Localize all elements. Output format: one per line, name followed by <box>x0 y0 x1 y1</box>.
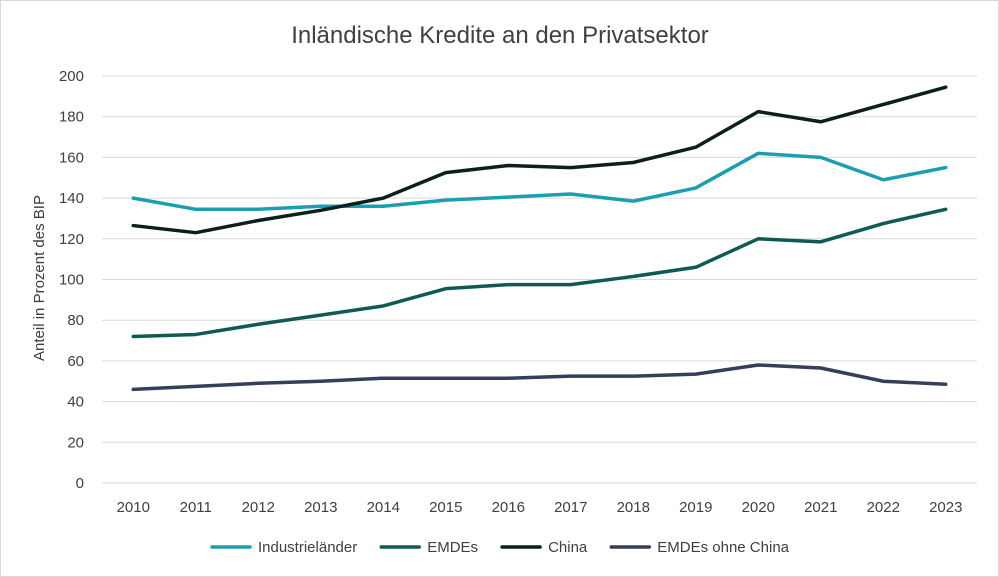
legend-label: EMDEs ohne China <box>657 539 789 556</box>
series-line-emdes-ohne-china <box>131 363 948 392</box>
y-tick-label: 180 <box>59 109 84 126</box>
y-tick-label: 60 <box>67 353 84 370</box>
x-tick-label: 2019 <box>679 499 712 516</box>
x-tick-label: 2020 <box>742 499 775 516</box>
legend-item: EMDEs ohne China <box>609 539 790 556</box>
series-line-china <box>131 85 948 235</box>
series-line-industrieländer <box>131 151 948 212</box>
y-tick-label: 140 <box>59 190 84 207</box>
legend-label: EMDEs <box>427 539 478 556</box>
legend-item: Industrieländer <box>210 539 357 556</box>
y-tick-label: 40 <box>67 394 84 411</box>
legend-item: China <box>500 539 588 556</box>
legend: Industrieländer EMDEs China EMDEs ohne Chin… <box>210 539 790 556</box>
x-tick-label: 2022 <box>867 499 900 516</box>
series-lines <box>131 85 948 392</box>
x-tick-label: 2015 <box>429 499 462 516</box>
x-tick-label: 2017 <box>554 499 587 516</box>
y-tick-label: 120 <box>59 231 84 248</box>
x-tick-label: 2018 <box>617 499 650 516</box>
x-tick-label: 2012 <box>242 499 275 516</box>
legend-item: EMDEs <box>379 539 478 556</box>
y-axis-label: Anteil in Prozent des BIP <box>31 195 48 361</box>
y-tick-label: 160 <box>59 149 84 166</box>
x-tick-label: 2016 <box>492 499 525 516</box>
x-tick-label: 2023 <box>929 499 962 516</box>
y-tick-label: 200 <box>59 68 84 85</box>
y-tick-label: 20 <box>67 434 84 451</box>
legend-label: China <box>548 539 588 556</box>
x-tick-label: 2013 <box>304 499 337 516</box>
x-tick-label: 2011 <box>180 499 212 516</box>
y-tick-label: 100 <box>59 272 84 289</box>
x-tick-label: 2014 <box>367 499 400 516</box>
chart-title: Inländische Kredite an den Privatsektor <box>291 22 709 49</box>
x-axis-ticks: 2010 2011 2012 2013 2014 2015 2016 2017 2018 2019… <box>117 499 963 516</box>
x-tick-label: 2010 <box>117 499 150 516</box>
legend-label: Industrieländer <box>258 539 357 556</box>
series-line-emdes <box>131 207 948 339</box>
x-tick-label: 2021 <box>804 499 837 516</box>
y-axis-ticks: 0 20 40 60 80 100 120 140 160 180 200 <box>59 68 84 492</box>
y-tick-label: 0 <box>76 475 84 492</box>
gridlines <box>102 75 977 484</box>
y-tick-label: 80 <box>67 312 84 329</box>
